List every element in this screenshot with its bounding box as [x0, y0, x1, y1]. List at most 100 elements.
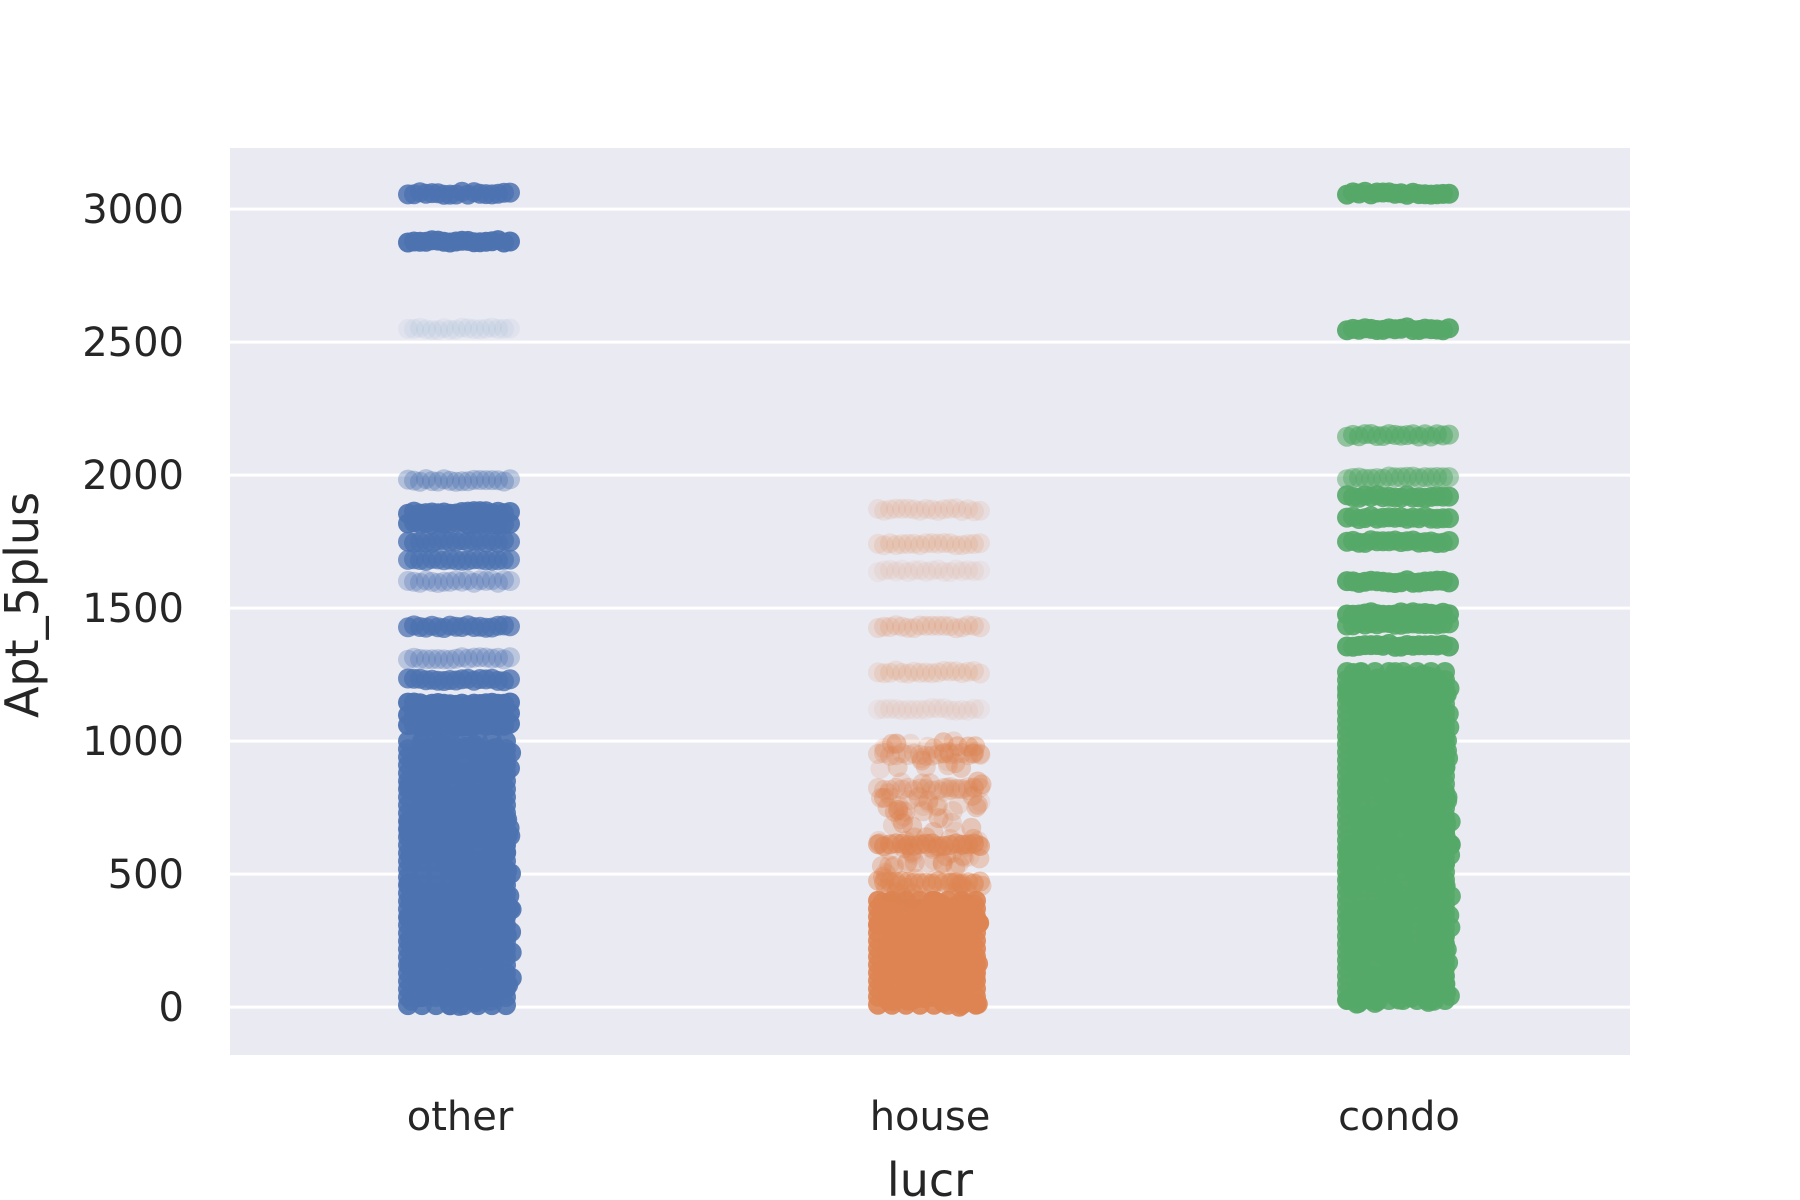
point-house	[920, 773, 940, 794]
point-house	[874, 740, 895, 761]
point-house	[964, 741, 985, 762]
point-other	[440, 571, 460, 592]
point-house	[940, 616, 960, 637]
point-other	[488, 318, 508, 339]
point-house	[898, 871, 918, 892]
point-house	[886, 498, 906, 519]
point-house	[970, 777, 990, 798]
point-house	[947, 736, 968, 757]
point-other	[496, 995, 516, 1016]
point-house	[915, 756, 936, 777]
point-house	[940, 779, 960, 800]
point-other	[404, 470, 424, 491]
point-house	[892, 534, 912, 555]
point-house	[910, 535, 930, 556]
point-house	[872, 866, 893, 887]
point-other	[470, 319, 490, 340]
point-house	[928, 808, 949, 829]
point-house	[876, 878, 897, 899]
point-house	[874, 872, 894, 893]
point-house	[952, 743, 972, 764]
point-house	[952, 876, 973, 897]
point-house	[892, 871, 912, 892]
point-house	[916, 662, 936, 683]
point-house	[952, 700, 972, 720]
point-other	[470, 647, 490, 668]
point-house	[948, 876, 969, 896]
point-house	[896, 877, 917, 898]
point-house	[916, 615, 936, 636]
point-house	[911, 750, 932, 771]
point-other	[434, 649, 454, 670]
point-house	[868, 778, 888, 798]
point-house	[957, 777, 978, 798]
point-house	[937, 751, 958, 772]
point-house	[963, 874, 984, 895]
point-house	[886, 660, 906, 681]
point-other	[398, 649, 418, 670]
point-house	[961, 817, 982, 838]
point-other	[482, 570, 502, 591]
point-condo	[1393, 990, 1413, 1010]
point-house	[928, 779, 948, 800]
point-house	[893, 887, 914, 908]
point-house	[910, 873, 930, 894]
point-house	[938, 994, 958, 1015]
data-points	[398, 181, 1461, 1017]
point-house	[958, 499, 978, 520]
point-other	[470, 570, 490, 591]
point-condo	[1439, 318, 1459, 339]
point-house	[950, 874, 971, 895]
point-other	[500, 182, 520, 203]
point-house	[898, 533, 918, 554]
point-house	[948, 854, 969, 874]
point-house	[940, 562, 960, 583]
point-house	[922, 499, 942, 520]
point-other	[452, 471, 472, 492]
point-house	[868, 743, 888, 764]
point-house	[868, 870, 888, 891]
point-house	[970, 617, 990, 638]
point-house	[918, 790, 939, 811]
point-house	[928, 559, 948, 580]
point-other	[422, 649, 442, 670]
point-other	[422, 571, 442, 592]
point-house	[970, 699, 990, 720]
point-house	[886, 871, 906, 892]
point-house	[948, 794, 969, 815]
point-house	[952, 501, 972, 521]
point-other	[434, 469, 454, 490]
point-house	[888, 875, 909, 895]
point-house	[880, 559, 900, 580]
point-house	[880, 617, 900, 637]
point-other	[446, 648, 466, 669]
point-house	[933, 808, 954, 829]
point-house	[970, 533, 990, 554]
point-other	[398, 570, 418, 591]
point-other	[458, 471, 478, 492]
point-house	[949, 874, 970, 895]
point-house	[913, 796, 934, 816]
point-house	[928, 871, 948, 892]
point-house	[876, 864, 897, 885]
point-house	[922, 698, 942, 718]
point-house	[903, 883, 924, 904]
point-house	[898, 617, 918, 638]
point-house	[928, 662, 948, 683]
point-house	[940, 872, 960, 893]
point-house	[946, 700, 966, 721]
point-house	[874, 743, 894, 763]
point-house	[886, 615, 906, 636]
point-condo	[1439, 613, 1459, 634]
point-house	[917, 736, 938, 757]
point-house	[945, 753, 966, 774]
point-house	[918, 852, 939, 873]
point-house	[952, 663, 972, 684]
point-house	[958, 745, 978, 766]
point-house	[942, 801, 963, 821]
point-house	[883, 857, 904, 878]
point-house	[970, 743, 990, 764]
point-house	[886, 733, 907, 754]
point-house	[966, 797, 987, 818]
point-house	[888, 799, 909, 820]
